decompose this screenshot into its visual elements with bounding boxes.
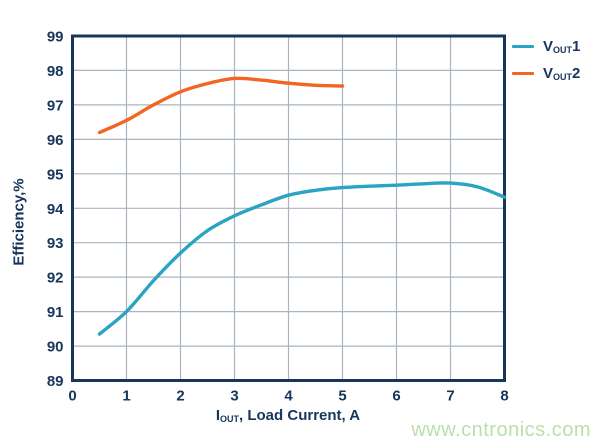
x-axis-title-subscript: OUT [220,414,240,424]
y-tick-label: 98 [47,63,64,80]
y-tick-label: 93 [47,235,64,252]
y-tick-label: 96 [47,132,64,149]
legend-label-vout1-symbol: V [543,38,554,55]
plot-border [71,34,506,382]
legend-item-vout1: VOUT1 [512,33,580,60]
legend-label-vout1: VOUT1 [543,38,580,55]
watermark: www.cntronics.com [411,419,591,441]
y-tick-label: 91 [47,304,64,321]
legend-label-vout1-number: 1 [572,38,581,55]
x-tick-label: 3 [230,388,238,405]
y-tick-label: 90 [47,339,64,356]
x-tick-label: 6 [392,388,400,405]
x-axis-title-text: , Load Current, A [239,407,361,424]
x-tick-label: 2 [176,388,184,405]
legend-item-vout2: VOUT2 [512,60,580,87]
y-axis-title: Efficiency,% [10,178,28,266]
legend-label-vout1-subscript: OUT [553,45,573,55]
legend-swatch-vout2 [512,72,534,75]
legend: VOUT1 VOUT2 [512,33,580,87]
series-curve-vout2 [97,76,345,135]
x-tick-label: 7 [446,388,454,405]
y-tick-label: 92 [47,270,64,287]
x-tick-label: 4 [284,388,293,405]
x-tick-label: 1 [122,388,130,405]
legend-swatch-vout1 [512,45,534,48]
x-tick-label: 8 [500,388,508,405]
y-tick-label: 94 [47,201,64,218]
x-tick-label: 0 [68,388,76,405]
y-tick-label: 97 [47,97,64,114]
y-tick-label: 95 [47,166,64,183]
y-tick-label: 89 [47,373,64,390]
legend-label-vout2-number: 2 [572,65,581,82]
x-axis-title: IOUT, Load Current, A [216,407,360,424]
x-tick-label: 5 [338,388,346,405]
legend-label-vout2-symbol: V [543,65,554,82]
x-axis-title-symbol: I [215,407,221,424]
legend-label-vout2-subscript: OUT [553,72,573,82]
legend-label-vout2: VOUT2 [543,65,580,82]
series-curve-vout1 [97,181,507,336]
y-tick-label: 99 [47,29,64,46]
